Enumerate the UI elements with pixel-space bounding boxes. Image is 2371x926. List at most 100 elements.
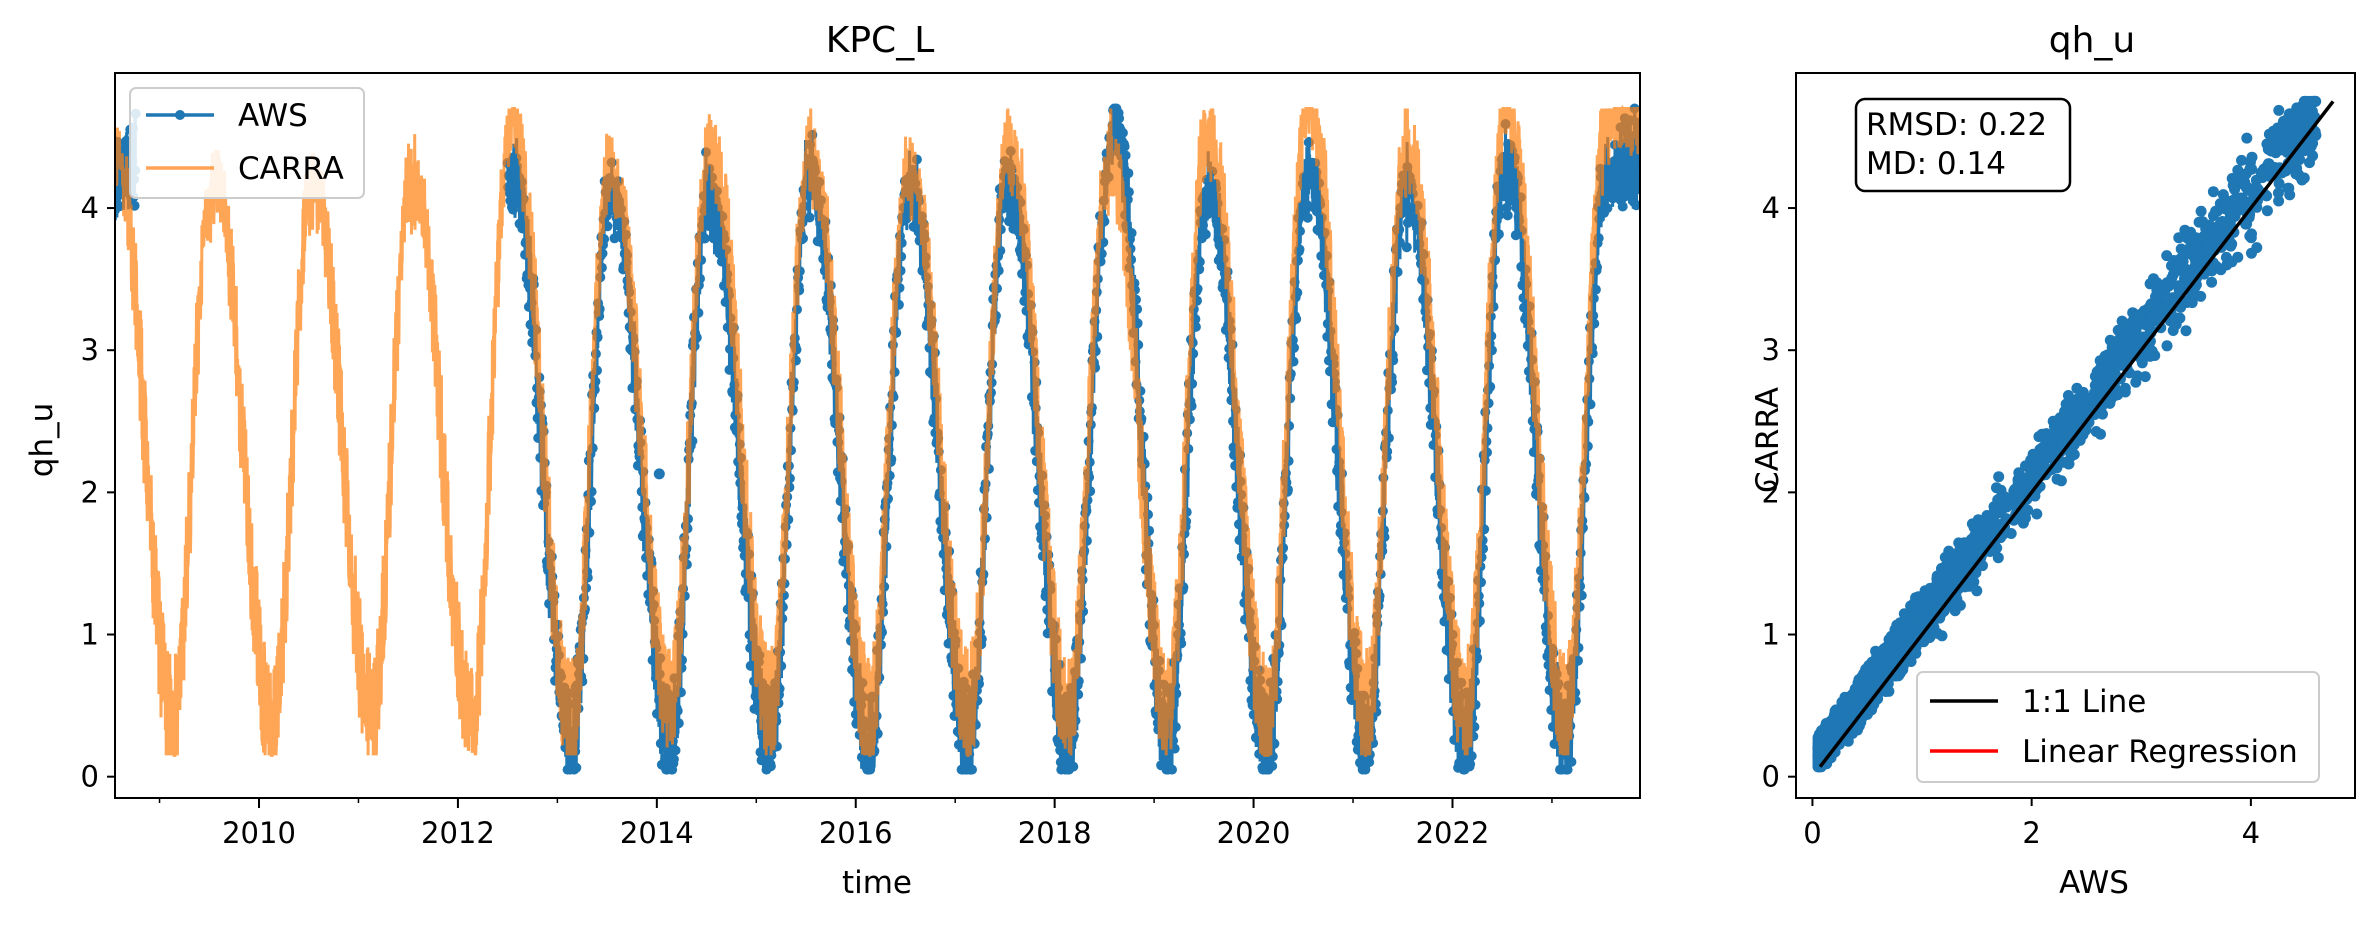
scatter-point — [1991, 482, 2002, 494]
aws-marker — [1117, 127, 1128, 138]
scatter-point — [2112, 389, 2124, 401]
x-tick-label: 2022 — [1416, 816, 1490, 850]
scatter-point — [1846, 706, 1858, 718]
scatter-point — [2095, 428, 2106, 440]
legend-aws-marker — [175, 110, 185, 120]
legend-carra-label: CARRA — [238, 151, 344, 187]
scatter-point — [2077, 399, 2089, 411]
scatter-point — [2153, 281, 2165, 293]
timeseries-series-group — [115, 103, 1640, 775]
aws-marker — [756, 755, 767, 766]
scatter-point — [2104, 369, 2116, 381]
scatter-point — [2215, 264, 2227, 276]
scatter-point — [2066, 418, 2078, 430]
aws-marker — [1302, 212, 1313, 223]
aws-marker — [1602, 203, 1613, 214]
timeseries-title: KPC_L — [826, 20, 935, 61]
scatter-point — [2195, 290, 2207, 302]
aws-marker — [1502, 163, 1513, 174]
scatter-point — [2063, 400, 2075, 411]
aws-marker — [1401, 242, 1412, 253]
aws-marker — [967, 764, 977, 775]
aws-marker — [1119, 141, 1130, 152]
scatter-point — [1993, 471, 2005, 483]
scatter-legend: 1:1 Line Linear Regression — [1916, 671, 2320, 783]
scatter-point — [2174, 312, 2186, 324]
scatter-point — [2175, 243, 2187, 255]
scatter-point — [2099, 350, 2111, 362]
aws-marker — [1614, 168, 1625, 179]
aws-marker — [566, 754, 577, 765]
scatter-point — [1929, 583, 1941, 594]
legend-aws-label: AWS — [238, 98, 308, 134]
scatter-point — [2119, 317, 2131, 329]
scatter-point — [2207, 186, 2219, 198]
scatter-point — [2272, 187, 2284, 199]
scatter-point — [2195, 205, 2207, 217]
x-tick-label: 2016 — [819, 816, 893, 850]
scatter-point — [2014, 472, 2026, 484]
scatter-point — [2071, 382, 2083, 394]
legend-regression-label: Linear Regression — [2022, 734, 2298, 770]
aws-marker — [653, 468, 665, 480]
aws-marker — [1167, 764, 1177, 775]
scatter-point — [1989, 508, 2001, 520]
scatter-point — [1899, 612, 1911, 624]
scatter-point — [1871, 668, 1883, 680]
y-tick-label: 0 — [1762, 760, 1780, 794]
aws-marker — [1267, 761, 1278, 771]
scatter-point — [2190, 241, 2201, 252]
scatter-point — [2236, 154, 2247, 166]
scatter-point — [1827, 725, 1839, 737]
rmsd-text: RMSD: 0.22 — [1866, 107, 2047, 143]
aws-marker — [724, 364, 735, 375]
scatter-point — [2020, 460, 2031, 472]
scatter-point — [2180, 325, 2192, 337]
scatter-point — [2244, 162, 2256, 174]
scatter-point — [2031, 461, 2043, 473]
scatter-point — [1951, 555, 1963, 567]
aws-marker — [1114, 113, 1125, 124]
scatter-point — [2036, 428, 2048, 440]
scatter-point — [2166, 292, 2178, 304]
aws-marker — [1200, 229, 1211, 240]
scatter-point — [2184, 294, 2196, 305]
scatter-point — [2226, 256, 2238, 268]
y-tick-label: 1 — [81, 618, 99, 652]
scatter-point — [2158, 302, 2170, 314]
scatter-point — [1962, 551, 1974, 563]
aws-marker — [115, 201, 125, 212]
timeseries-legend: AWS CARRA — [129, 87, 365, 199]
aws-marker — [1502, 210, 1513, 221]
scatter-point — [2139, 371, 2151, 383]
x-tick-label: 2020 — [1217, 816, 1291, 850]
scatter-point — [1834, 715, 1846, 727]
scatter-point — [1910, 615, 1922, 627]
scatter-point — [1894, 635, 1906, 647]
scatter-point — [2298, 95, 2310, 107]
x-tick-label: 2 — [2022, 816, 2040, 850]
scatter-point — [2063, 458, 2075, 470]
aws-marker — [765, 761, 776, 772]
scatter-point — [2051, 415, 2063, 427]
scatter-point — [2133, 309, 2145, 321]
scatter-point — [1917, 602, 1929, 614]
scatter-point — [2051, 473, 2063, 485]
x-tick-label: 0 — [1803, 816, 1821, 850]
x-tick-label: 4 — [2242, 816, 2260, 850]
scatter-point — [2247, 183, 2259, 195]
scatter-point — [2283, 182, 2295, 194]
x-tick-label: 2012 — [421, 816, 495, 850]
aws-marker — [673, 718, 684, 729]
aws-marker — [602, 221, 613, 232]
scatter-point — [2161, 340, 2173, 352]
aws-marker — [1120, 150, 1131, 161]
aws-marker — [1123, 187, 1134, 197]
scatter-point — [2296, 174, 2308, 186]
aws-marker — [1159, 749, 1170, 760]
aws-marker — [1068, 761, 1079, 772]
scatter-point — [2307, 137, 2319, 149]
scatter-point — [2091, 377, 2103, 389]
scatter-point — [2273, 104, 2285, 116]
aws-marker — [865, 764, 876, 775]
